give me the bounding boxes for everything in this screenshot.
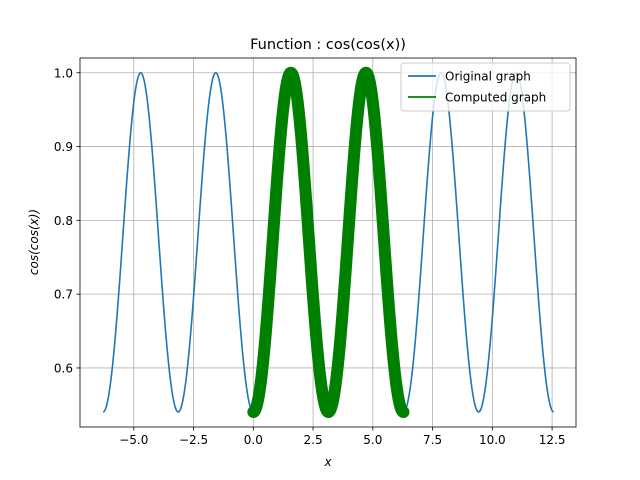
- plot-frame: [79, 57, 577, 428]
- plot-series: [102, 66, 554, 419]
- y-tick-label: 0.9: [54, 140, 73, 154]
- y-tick-label: 0.8: [54, 214, 73, 228]
- x-tick-label: −5.0: [119, 433, 148, 447]
- x-tick-label: 0.0: [244, 433, 263, 447]
- legend-label: Computed graph: [445, 91, 546, 105]
- x-tick-label: 7.5: [423, 433, 442, 447]
- y-tick-label: 0.6: [54, 361, 73, 375]
- grid: [80, 58, 576, 427]
- axes-ticks: −5.0 −2.5 0.0 2.5 5.0 7.5 10.0 12.5 0.6 0.7 0.8 0.9…: [54, 66, 566, 447]
- x-tick-label: 12.5: [539, 433, 566, 447]
- y-axis-label: cos(cos(x)): [27, 209, 41, 275]
- y-tick-label: 0.7: [54, 288, 73, 302]
- x-tick-label: 10.0: [479, 433, 506, 447]
- y-tick-label: 1.0: [54, 66, 73, 80]
- x-tick-label: −2.5: [179, 433, 208, 447]
- series-computed-graph-line: [253, 71, 404, 414]
- x-axis-label: x: [323, 455, 332, 469]
- x-tick-label: 5.0: [363, 433, 382, 447]
- chart-title: Function : cos(cos(x)): [250, 37, 406, 53]
- x-tick-label: 2.5: [304, 433, 323, 447]
- legend-label: Original graph: [445, 70, 531, 84]
- legend: Original graph Computed graph: [400, 62, 571, 112]
- legend-box: [400, 62, 571, 112]
